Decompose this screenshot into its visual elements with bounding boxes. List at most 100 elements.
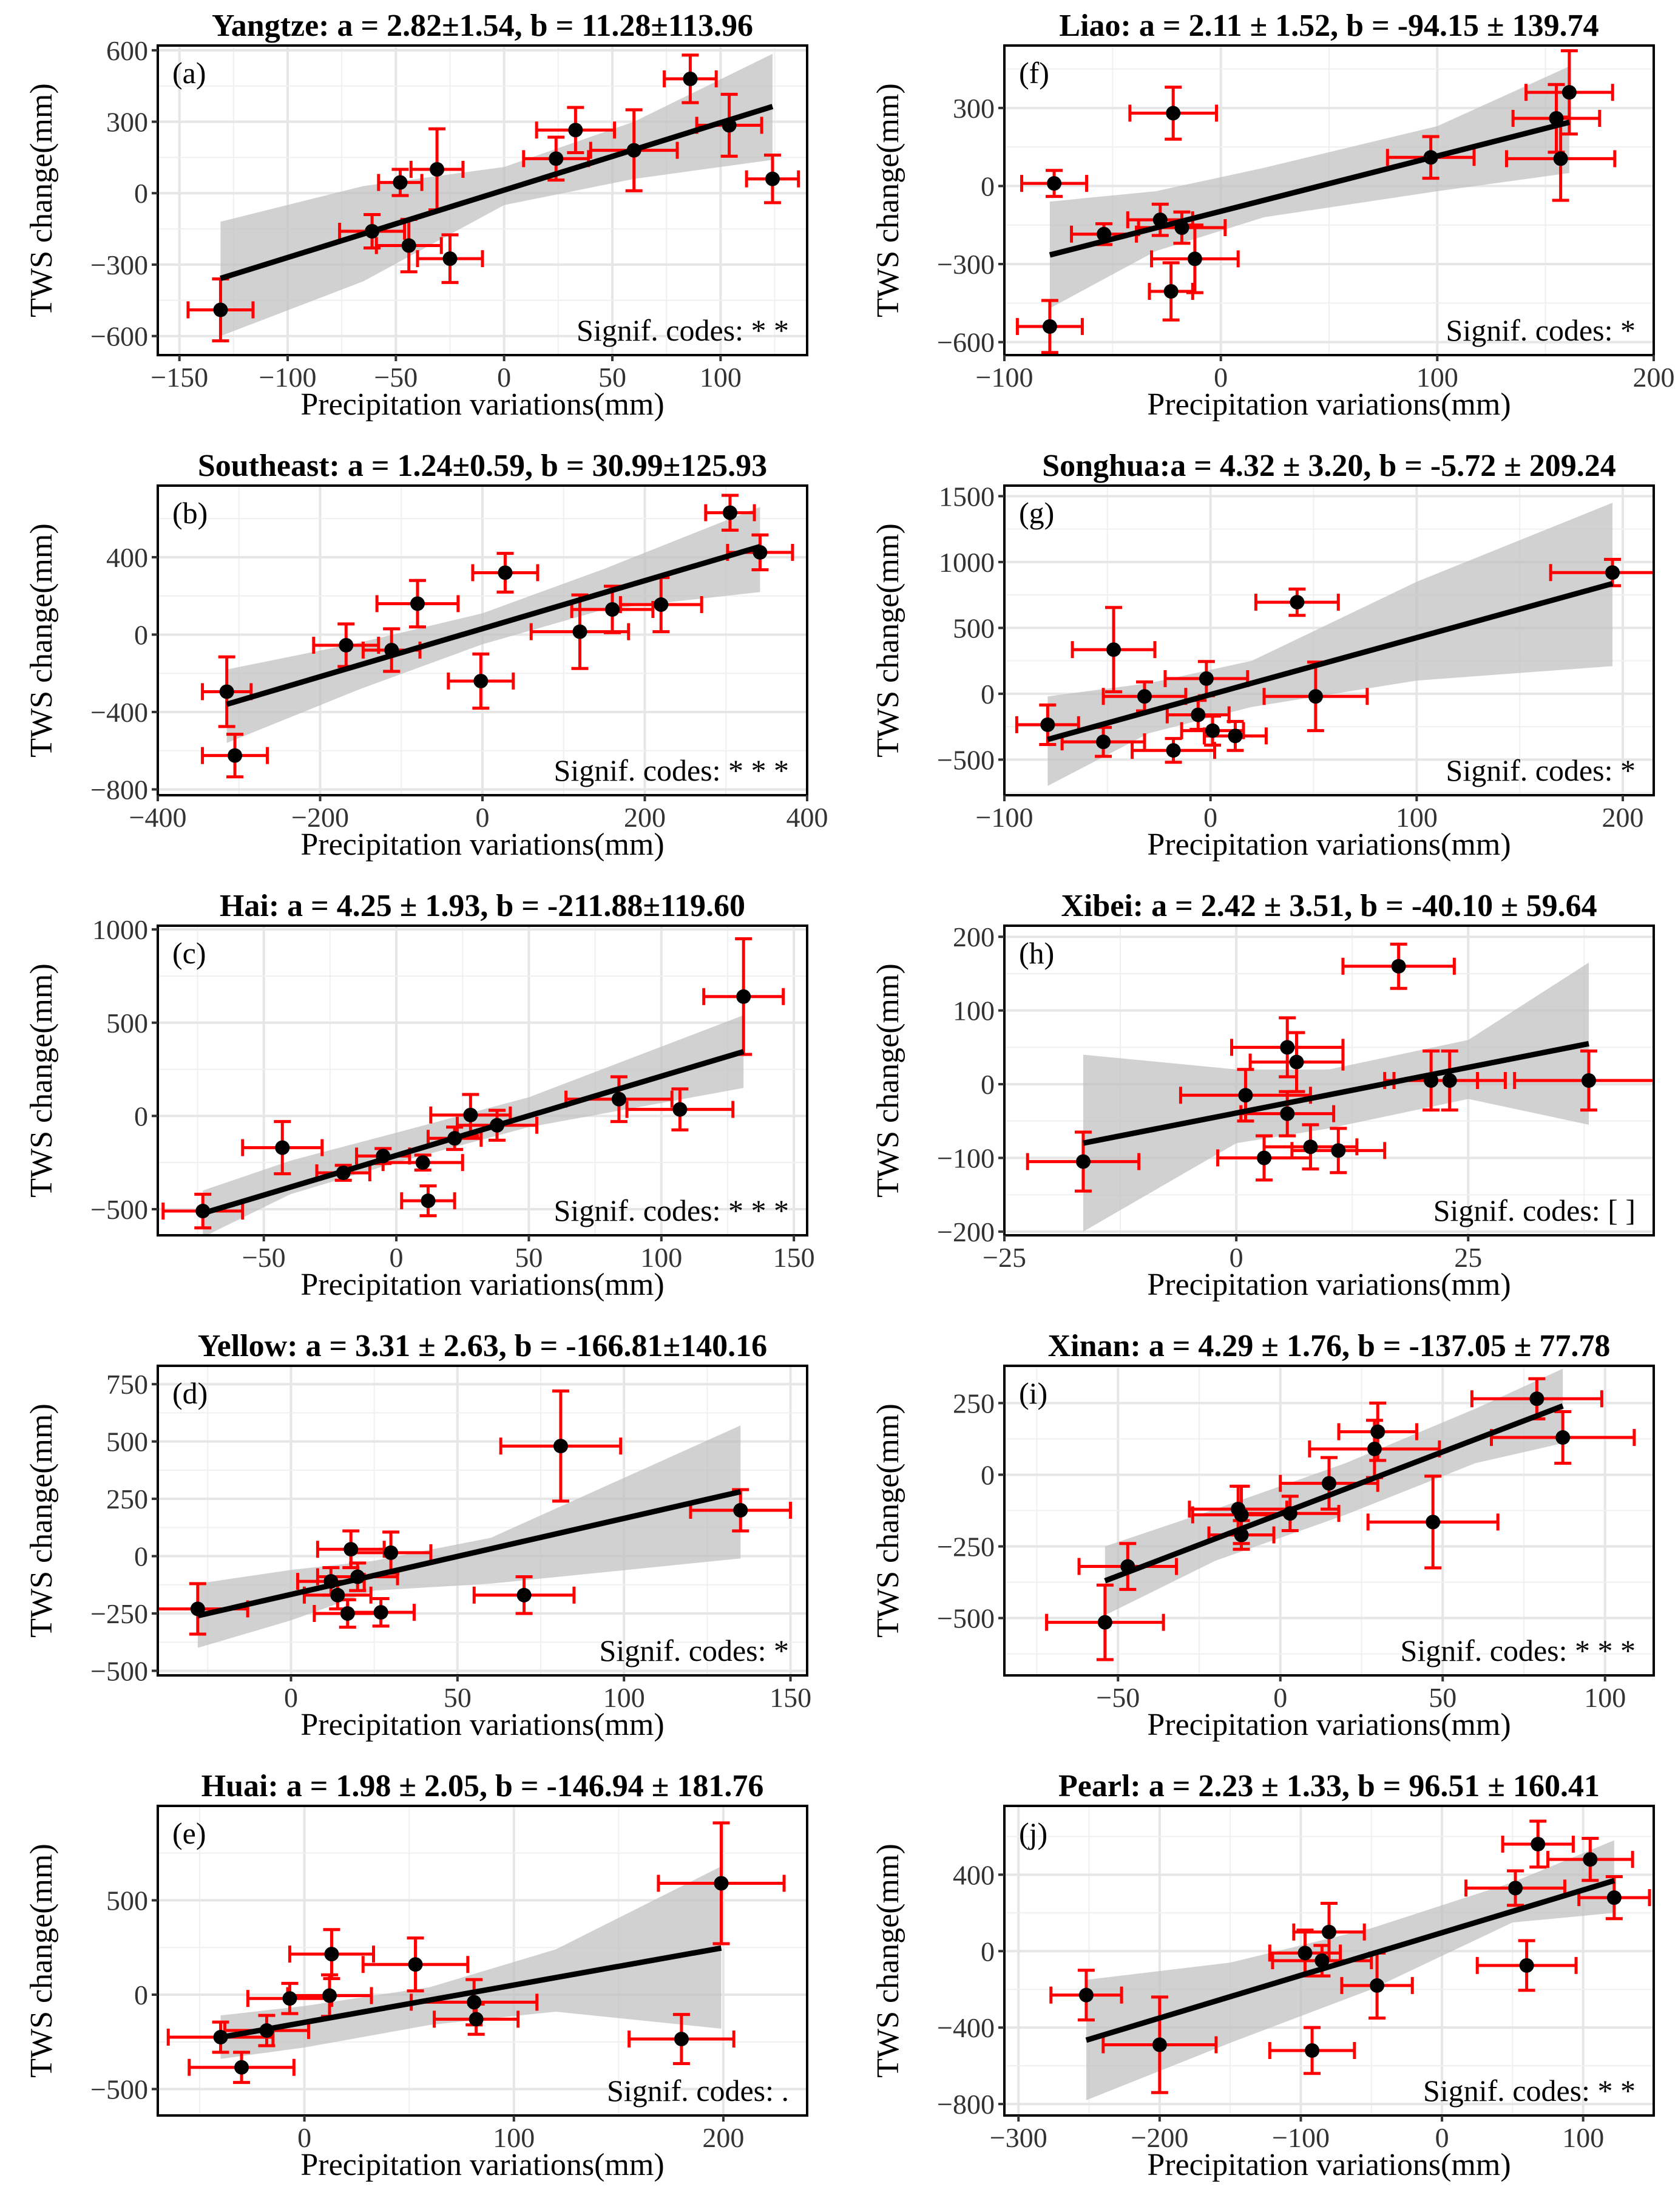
x-axis-label: Precipitation variations(mm): [300, 387, 664, 422]
data-point: [228, 748, 243, 763]
data-point: [401, 238, 416, 253]
x-tick-label: −200: [291, 802, 349, 833]
x-tick-label: 100: [1396, 802, 1438, 833]
confidence-band: [1086, 1840, 1614, 2100]
data-point: [1508, 1881, 1523, 1896]
signif-code: Signif. codes: * * *: [554, 753, 789, 787]
data-point: [654, 597, 669, 612]
data-point: [1191, 707, 1206, 722]
data-point: [553, 1439, 568, 1454]
y-tick-label: 0: [981, 1459, 995, 1490]
x-axis-label: Precipitation variations(mm): [1147, 1267, 1511, 1302]
data-point: [1096, 735, 1111, 750]
data-point: [275, 1140, 290, 1155]
x-tick-label: −100: [976, 802, 1034, 833]
y-tick-label: 500: [953, 612, 995, 643]
x-tick-label: 150: [770, 1682, 811, 1713]
signif-code: Signif. codes: .: [607, 2074, 789, 2108]
data-point: [1553, 151, 1568, 166]
data-point: [1163, 284, 1179, 299]
panel-label: (g): [1019, 496, 1054, 530]
data-point: [463, 1107, 478, 1122]
x-tick-label: 100: [700, 362, 742, 393]
regression-line: [220, 104, 774, 281]
data-point: [1042, 319, 1057, 334]
data-point: [1120, 1559, 1135, 1574]
data-point: [1040, 717, 1055, 732]
x-tick-label: 100: [1584, 1682, 1626, 1713]
data-point: [683, 71, 698, 86]
chart-title: Xinan: a = 4.29 ± 1.76, b = -137.05 ± 77…: [1048, 1329, 1611, 1363]
y-tick-label: 500: [106, 1427, 148, 1457]
data-point: [1442, 1073, 1457, 1088]
data-point: [323, 1574, 339, 1589]
data-point: [442, 251, 458, 266]
x-tick-label: 0: [1214, 362, 1228, 393]
data-point: [1424, 1073, 1439, 1088]
y-tick-label: 0: [134, 178, 148, 209]
signif-code: Signif. codes: * *: [577, 313, 789, 347]
signif-code: Signif. codes: *: [1446, 313, 1636, 347]
data-point: [1606, 1890, 1622, 1905]
y-tick-label: 300: [106, 107, 148, 138]
y-tick-label: −400: [937, 2012, 995, 2043]
data-point: [213, 2029, 228, 2044]
data-point: [469, 2012, 484, 2027]
data-point: [672, 1102, 688, 1117]
signif-code: Signif. codes: *: [1446, 753, 1636, 787]
data-point: [1561, 85, 1577, 100]
data-point: [1228, 728, 1243, 744]
panel-d: 0 50 100 150 −500 −250 0 250 500 750 Yellow: a = 3…: [24, 1329, 811, 1742]
chart-title: Southeast: a = 1.24±0.59, b = 30.99±125.…: [198, 449, 767, 483]
data-point: [1305, 2043, 1320, 2058]
data-point: [572, 624, 587, 639]
data-point: [1047, 176, 1062, 191]
y-tick-label: 0: [134, 1980, 148, 2010]
data-point: [343, 1542, 359, 1557]
data-point: [626, 143, 641, 158]
x-tick-label: 0: [297, 2122, 311, 2153]
y-tick-label: 0: [134, 619, 148, 650]
x-tick-label: 200: [702, 2122, 744, 2153]
y-axis-label: TWS change(mm): [871, 1403, 905, 1638]
data-point: [1605, 565, 1620, 580]
panel-label: (h): [1019, 936, 1054, 970]
data-point: [365, 224, 380, 239]
panel-label: (f): [1019, 56, 1049, 90]
data-point: [1290, 595, 1305, 610]
data-point: [190, 1601, 205, 1617]
data-point: [322, 1988, 337, 2003]
panel-label: (j): [1019, 1816, 1047, 1850]
y-tick-label: 0: [981, 1936, 995, 1967]
data-point: [1297, 1946, 1313, 1961]
x-tick-label: 200: [1602, 802, 1644, 833]
data-point: [1174, 220, 1189, 235]
data-point: [213, 302, 228, 317]
data-point: [234, 2060, 249, 2075]
y-tick-label: 500: [106, 1885, 148, 1916]
chart-title: Hai: a = 4.25 ± 1.93, b = -211.88±119.60: [220, 889, 745, 923]
x-tick-label: −100: [259, 362, 317, 393]
data-point: [1583, 1852, 1598, 1867]
x-tick-label: −300: [990, 2122, 1047, 2153]
chart-title: Songhua:a = 4.32 ± 3.20, b = -5.72 ± 209…: [1042, 449, 1616, 483]
x-axis-label: Precipitation variations(mm): [300, 827, 664, 862]
panel-label: (e): [172, 1816, 206, 1850]
data-point: [1555, 1430, 1571, 1445]
y-tick-label: 250: [106, 1484, 148, 1515]
y-axis-label: TWS change(mm): [871, 1844, 905, 2078]
y-tick-label: 300: [953, 93, 995, 124]
regression-line: [1049, 120, 1571, 258]
data-point: [408, 1957, 423, 1972]
plot-border: [1003, 1805, 1655, 2117]
x-tick-label: 200: [1633, 362, 1675, 393]
data-point: [1426, 1515, 1441, 1530]
data-point: [1314, 1953, 1330, 1968]
y-tick-label: −250: [937, 1532, 995, 1562]
data-point: [1257, 1150, 1271, 1165]
data-point: [373, 1605, 388, 1620]
confidence-band: [220, 1866, 722, 2059]
data-point: [1152, 212, 1168, 228]
y-tick-label: −800: [90, 774, 148, 805]
data-point: [611, 1091, 626, 1107]
